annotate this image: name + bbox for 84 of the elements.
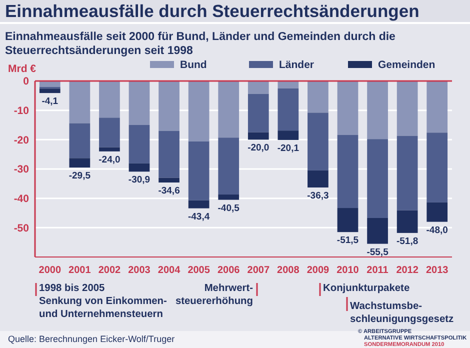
bar <box>248 132 269 140</box>
x-tick-label: 2000 <box>38 265 62 276</box>
bar <box>278 130 299 140</box>
legend-label: Länder <box>279 59 314 71</box>
chart-title: Einnahmeausfälle durch Steuerrechtsänderungen <box>5 1 420 21</box>
bar <box>367 139 388 218</box>
bar <box>367 81 388 140</box>
x-tick-label: 2005 <box>188 265 210 276</box>
bar <box>396 136 418 210</box>
bar <box>248 81 269 94</box>
total-label: -20,1 <box>277 142 300 154</box>
x-tick-label: 2006 <box>217 265 240 276</box>
bar <box>337 81 358 135</box>
bar <box>308 170 328 188</box>
x-tick-label: 2008 <box>277 265 300 276</box>
legend-label: Bund <box>180 59 207 71</box>
bar <box>69 158 90 168</box>
x-tick-label: 2012 <box>396 265 419 276</box>
total-label: -40,5 <box>218 202 240 214</box>
bar <box>188 141 210 200</box>
x-tick-label: 2002 <box>98 265 122 276</box>
bar <box>367 218 388 244</box>
bar <box>188 200 210 208</box>
bar <box>426 202 448 222</box>
y-axis-title: Mrd € <box>8 63 36 75</box>
bar <box>308 112 328 170</box>
total-label: -29,5 <box>68 170 92 182</box>
x-tick-label: 2010 <box>336 265 360 276</box>
bar <box>218 81 240 138</box>
total-label: -48,0 <box>426 224 448 236</box>
y-tick-label: -50 <box>14 222 30 234</box>
bar <box>99 147 120 152</box>
total-label: -55,5 <box>366 246 390 258</box>
x-tick-label: 2004 <box>158 265 181 276</box>
bar <box>39 88 60 94</box>
total-label: -20,0 <box>248 142 270 154</box>
bar <box>128 125 150 164</box>
bar <box>158 81 180 131</box>
total-label: -30,9 <box>128 174 150 186</box>
bar <box>158 178 180 182</box>
x-tick-label: 2009 <box>306 265 330 276</box>
bar <box>337 208 358 232</box>
bar <box>99 118 120 148</box>
x-tick-label: 2001 <box>68 265 92 276</box>
bar <box>188 81 210 142</box>
total-label: -51,5 <box>336 235 360 246</box>
chart-subtitle: Einnahmeausfälle seit 2000 für Bund, Länder und Gemeinden durch die Steuerrechtsänderungen seit 1998 <box>5 31 396 57</box>
bar <box>308 81 328 113</box>
text: Konjunkturpakete <box>323 283 410 294</box>
x-tick-label: 2007 <box>247 265 270 276</box>
text: 1998 bis 2005 Senkung von Einkommen- und Unternehmensteuern <box>39 283 167 320</box>
bar <box>218 138 240 195</box>
total-label: -36,3 <box>307 190 329 202</box>
bar <box>337 134 358 208</box>
bar <box>248 94 269 132</box>
bar <box>69 123 90 158</box>
total-label: -51,8 <box>396 236 418 247</box>
bar <box>218 194 240 200</box>
x-tick-label: 2013 <box>426 265 449 276</box>
text: Mehrwert- steuererhöhung <box>175 283 253 307</box>
y-tick-label: 0 <box>23 76 30 88</box>
bar <box>426 132 448 202</box>
bar <box>128 81 150 125</box>
bar <box>99 81 120 118</box>
total-label: -34,6 <box>158 185 180 196</box>
total-label: -4,1 <box>42 96 59 108</box>
bar <box>396 81 418 136</box>
text: Wachstumsbe- schleunigungsgesetz <box>350 301 454 325</box>
bar <box>69 81 90 124</box>
total-label: -43,4 <box>188 211 210 222</box>
bar <box>158 130 180 178</box>
y-tick-label: -40 <box>14 193 30 206</box>
bar <box>128 163 150 172</box>
bar <box>278 88 299 131</box>
y-tick-label: -20 <box>14 134 30 146</box>
y-tick-label: -10 <box>14 105 30 118</box>
y-tick-label: -30 <box>14 164 30 176</box>
source-note: Quelle: Berechnungen Eicker-Wolf/Truger <box>8 334 175 344</box>
x-tick-label: 2003 <box>128 265 151 276</box>
total-label: -24,0 <box>98 154 120 166</box>
bar <box>396 210 418 233</box>
bar <box>426 81 448 133</box>
x-tick-label: 2011 <box>366 265 389 276</box>
legend-label: Gemeinden <box>378 59 436 71</box>
